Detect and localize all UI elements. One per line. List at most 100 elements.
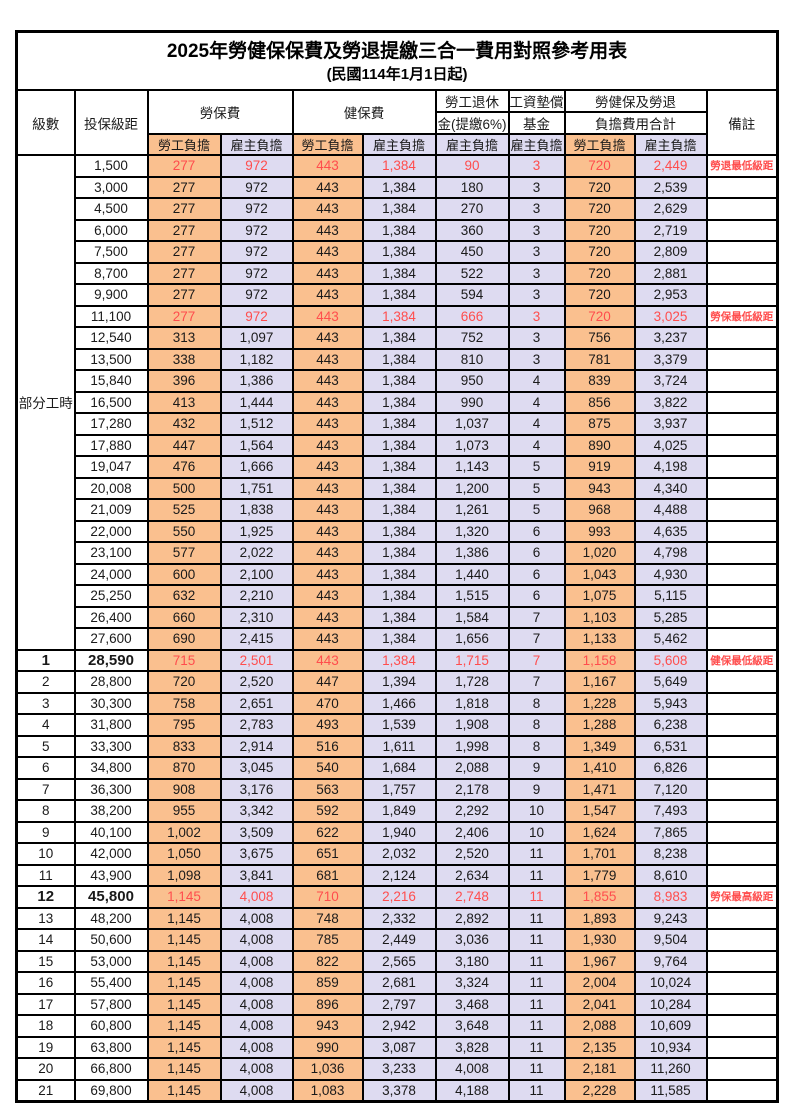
cell-wage-fund-employer: 4 [507,369,566,393]
cell-total-employee: 1,624 [563,820,636,844]
cell-total-employer: 6,826 [633,756,708,780]
cell-bracket: 26,400 [73,605,149,629]
cell-labor-employee: 632 [146,584,222,608]
cell-labor-employer: 4,008 [219,906,294,930]
cell-wage-fund-employer: 6 [507,584,566,608]
cell-labor-employee: 550 [146,519,222,543]
cell-total-employer: 7,865 [633,820,708,844]
cell-bracket: 50,600 [73,928,149,952]
cell-bracket: 55,400 [73,971,149,995]
cell-pension-employer: 3,036 [434,928,510,952]
cell-labor-employee: 1,145 [146,1035,222,1059]
cell-labor-employer: 4,008 [219,1057,294,1081]
cell-health-employee: 681 [291,863,364,887]
table-row: 7,500 277 972 443 1,384 450 3 720 2,809 [17,240,779,264]
cell-wage-fund-employer: 7 [507,670,566,694]
cell-health-employer: 2,797 [361,992,437,1016]
cell-health-employee: 493 [291,713,364,737]
cell-wage-fund-employer: 6 [507,562,566,586]
cell-labor-employer: 3,045 [219,756,294,780]
cell-total-employer: 10,284 [633,992,708,1016]
cell-wage-fund-employer: 11 [507,928,566,952]
cell-wage-fund-employer: 5 [507,498,566,522]
cell-total-employee: 720 [563,261,636,285]
cell-bracket: 33,300 [73,734,149,758]
cell-wage-fund-employer: 6 [507,541,566,565]
cell-wage-fund-employer: 10 [507,799,566,823]
cell-pension-employer: 2,088 [434,756,510,780]
cell-pension-employer: 752 [434,326,510,350]
cell-level: 2 [15,670,76,694]
cell-labor-employer: 4,008 [219,928,294,952]
cell-remark [705,584,779,608]
cell-labor-employer: 1,838 [219,498,294,522]
table-row: 20,008 500 1,751 443 1,384 1,200 5 943 4,340 [17,476,779,500]
cell-wage-fund-employer: 5 [507,476,566,500]
cell-remark [705,992,779,1016]
cell-wage-fund-employer: 3 [507,347,566,371]
table-row: 3,000 277 972 443 1,384 180 3 720 2,539 [17,175,779,199]
cell-health-employer: 1,384 [361,541,437,565]
cell-labor-employee: 715 [146,648,222,672]
cell-labor-employer: 972 [219,283,294,307]
cell-health-employer: 1,384 [361,455,437,479]
header-wage-fund-line2: 基金 [507,111,566,135]
cell-bracket: 69,800 [73,1078,149,1103]
cell-health-employer: 1,384 [361,498,437,522]
cell-health-employee: 443 [291,261,364,285]
cell-remark [705,971,779,995]
cell-total-employer: 2,629 [633,197,708,221]
cell-total-employee: 1,930 [563,928,636,952]
cell-remark [705,777,779,801]
cell-wage-fund-employer: 11 [507,885,566,909]
cell-health-employer: 3,233 [361,1057,437,1081]
table-row: 9,900 277 972 443 1,384 594 3 720 2,953 [17,283,779,307]
cell-remark [705,627,779,651]
cell-wage-fund-employer: 3 [507,175,566,199]
cell-wage-fund-employer: 9 [507,756,566,780]
cell-pension-employer: 180 [434,175,510,199]
cell-total-employer: 5,608 [633,648,708,672]
cell-labor-employer: 4,008 [219,949,294,973]
cell-health-employee: 443 [291,498,364,522]
cell-health-employer: 1,466 [361,691,437,715]
cell-pension-employer: 1,037 [434,412,510,436]
cell-health-employer: 1,384 [361,412,437,436]
cell-remark [705,1078,779,1103]
header-level: 級數 [15,89,76,156]
cell-labor-employer: 2,651 [219,691,294,715]
cell-bracket: 57,800 [73,992,149,1016]
cell-health-employer: 1,384 [361,283,437,307]
cell-total-employee: 720 [563,240,636,264]
cell-health-employer: 1,384 [361,562,437,586]
cell-health-employee: 516 [291,734,364,758]
cell-pension-employer: 2,520 [434,842,510,866]
cell-pension-employer: 450 [434,240,510,264]
cell-labor-employer: 2,310 [219,605,294,629]
cell-health-employee: 1,083 [291,1078,364,1103]
cell-total-employer: 9,504 [633,928,708,952]
cell-total-employer: 2,539 [633,175,708,199]
cell-total-employee: 1,075 [563,584,636,608]
cell-labor-employee: 870 [146,756,222,780]
cell-pension-employer: 594 [434,283,510,307]
cell-total-employee: 968 [563,498,636,522]
cell-pension-employer: 2,892 [434,906,510,930]
cell-remark [705,283,779,307]
cell-bracket: 20,008 [73,476,149,500]
cell-health-employee: 443 [291,240,364,264]
cell-health-employee: 563 [291,777,364,801]
cell-total-employee: 1,967 [563,949,636,973]
cell-bracket: 6,000 [73,218,149,242]
cell-labor-employer: 2,501 [219,648,294,672]
cell-total-employer: 2,881 [633,261,708,285]
cell-total-employer: 8,610 [633,863,708,887]
cell-pension-employer: 3,648 [434,1014,510,1038]
cell-wage-fund-employer: 3 [507,154,566,178]
cell-health-employer: 1,849 [361,799,437,823]
cell-remark [705,863,779,887]
cell-wage-fund-employer: 3 [507,326,566,350]
cell-labor-employee: 908 [146,777,222,801]
cell-wage-fund-employer: 4 [507,390,566,414]
cell-total-employer: 11,585 [633,1078,708,1103]
